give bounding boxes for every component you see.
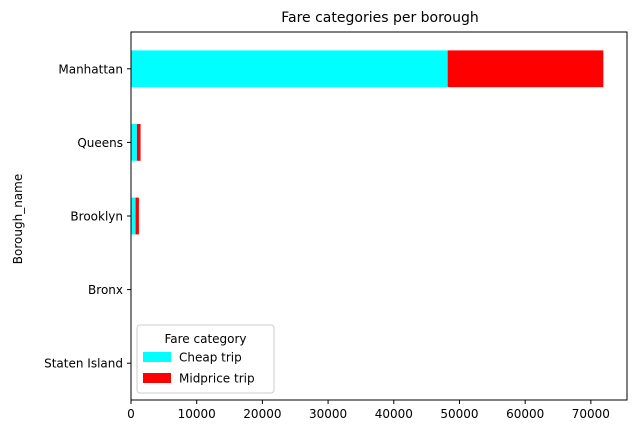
bar-queens-midprice-trip bbox=[136, 124, 141, 161]
legend-box bbox=[136, 324, 275, 394]
bar-manhattan-cheap-trip bbox=[131, 50, 448, 88]
legend-swatch bbox=[143, 373, 171, 383]
y-tick-label: Manhattan bbox=[58, 62, 123, 76]
x-tick-label: 70000 bbox=[572, 407, 610, 421]
bars-layer bbox=[131, 50, 604, 382]
legend-entry-label: Cheap trip bbox=[179, 351, 242, 365]
x-tick-label: 40000 bbox=[375, 407, 413, 421]
y-tick-label: Staten Island bbox=[44, 357, 123, 371]
x-tick-label: 50000 bbox=[440, 407, 478, 421]
legend-title: Fare category bbox=[164, 332, 246, 346]
y-tick-label: Brooklyn bbox=[70, 210, 123, 224]
legend: Fare category Cheap trip Midprice trip bbox=[136, 324, 275, 394]
chart-title: Fare categories per borough bbox=[281, 10, 479, 26]
x-tick-label: 60000 bbox=[506, 407, 544, 421]
bar-brooklyn-midprice-trip bbox=[135, 197, 139, 235]
bar-manhattan-midprice-trip bbox=[447, 50, 604, 88]
y-axis-label: Borough_name bbox=[11, 174, 25, 264]
y-tick-label: Queens bbox=[77, 136, 123, 150]
legend-entry-label: Midprice trip bbox=[179, 372, 255, 386]
bar-brooklyn-cheap-trip bbox=[131, 197, 136, 235]
x-tick-label: 0 bbox=[127, 407, 135, 421]
x-tick-label: 30000 bbox=[309, 407, 347, 421]
legend-swatch bbox=[143, 352, 171, 362]
bar-queens-cheap-trip bbox=[131, 124, 137, 161]
axes-layer: Manhattan Queens Brooklyn Bronx Staten Islan… bbox=[44, 31, 628, 421]
y-tick-label: Bronx bbox=[88, 283, 123, 297]
x-tick-label: 20000 bbox=[243, 407, 281, 421]
x-tick-label: 10000 bbox=[178, 407, 216, 421]
